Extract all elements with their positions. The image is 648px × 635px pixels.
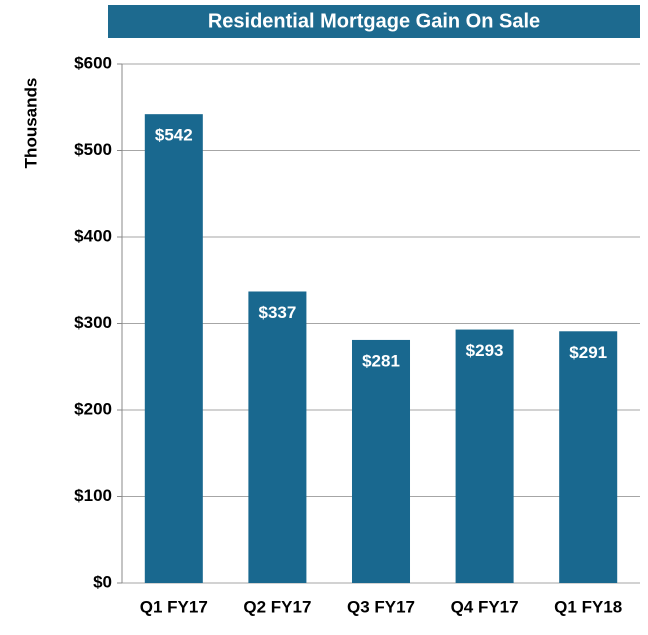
data-label: $281 — [362, 351, 400, 370]
y-tick-label: $0 — [93, 572, 112, 591]
y-tick-label: $100 — [74, 486, 112, 505]
bar — [351, 339, 411, 583]
y-tick-label: $200 — [74, 399, 112, 418]
data-label: $542 — [155, 126, 193, 145]
bar — [455, 329, 514, 583]
chart-title: Residential Mortgage Gain On Sale — [208, 10, 540, 32]
y-tick-label: $600 — [74, 53, 112, 72]
bar — [144, 114, 203, 584]
x-tick-label: Q4 FY17 — [451, 597, 519, 616]
y-tick-label: $400 — [74, 226, 112, 245]
title-banner — [108, 5, 640, 38]
data-label: $337 — [258, 303, 296, 322]
x-tick-label: Q2 FY17 — [243, 597, 311, 616]
data-label: $293 — [466, 341, 504, 360]
y-tick-label: $500 — [74, 140, 112, 159]
y-axis-label: Thousands — [21, 78, 40, 169]
x-tick-label: Q3 FY17 — [347, 597, 415, 616]
data-label: $291 — [569, 343, 607, 362]
y-tick-label: $300 — [74, 313, 112, 332]
bar — [559, 331, 618, 583]
x-tick-label: Q1 FY18 — [554, 597, 622, 616]
x-tick-label: Q1 FY17 — [140, 597, 208, 616]
bar — [248, 291, 307, 583]
